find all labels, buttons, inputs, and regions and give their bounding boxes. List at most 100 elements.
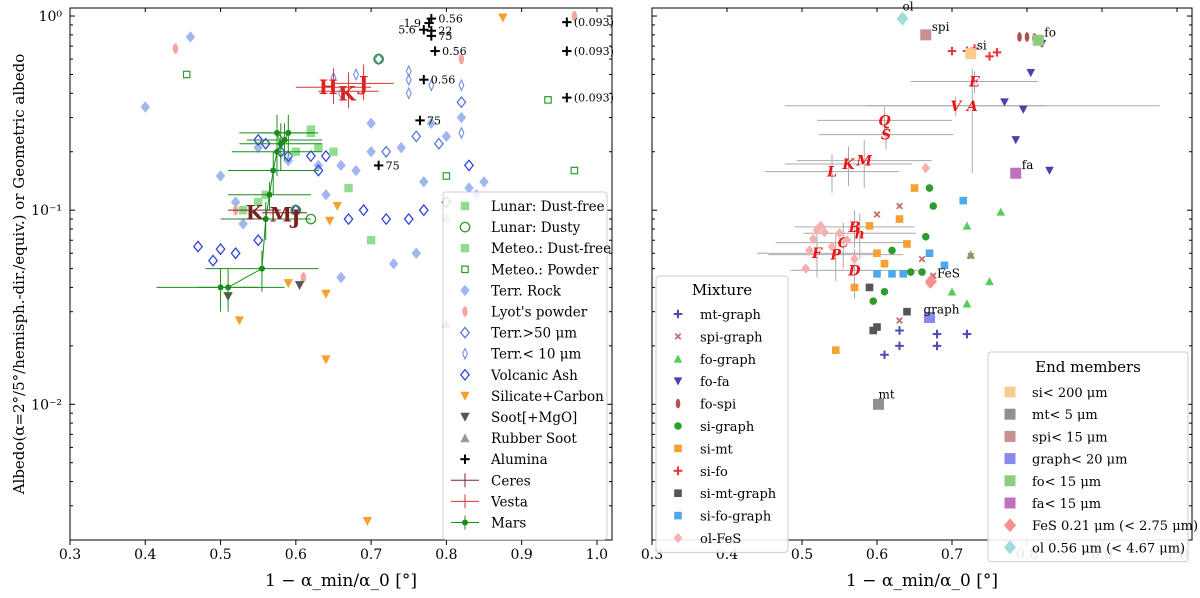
x-tick-label: 0.5 — [791, 547, 813, 563]
legend-item-e_fes: FeS 0.21 μm (< 2.75 μm) — [1004, 518, 1198, 534]
point-si_graph — [921, 232, 930, 241]
point-si_mt — [903, 240, 911, 248]
legend-item-e_si: si< 200 μm — [1004, 386, 1108, 401]
legend-label: mt-graph — [700, 308, 762, 323]
legend-marker — [1004, 497, 1016, 509]
point-lyot — [300, 272, 307, 283]
legend-marker — [462, 306, 468, 317]
point-silcarb — [321, 289, 331, 299]
x-axis-label: 1 − α_min/α_0 [°] — [846, 571, 998, 591]
point-alumina — [562, 46, 572, 56]
alumina-label: 5.6 — [398, 24, 416, 37]
point-terr_rock — [230, 196, 241, 208]
point-alumina — [430, 46, 440, 56]
point-e_fa — [1010, 167, 1022, 179]
mars-point — [262, 216, 269, 223]
legend-item-vesta: Vesta — [451, 494, 528, 510]
legend-item-volcanic: Volcanic Ash — [459, 368, 578, 384]
legend-label: Lunar: Dusty — [491, 220, 581, 236]
end-member-label: fa — [1022, 158, 1034, 172]
point-terr_rock — [336, 159, 346, 172]
legend-marker — [1004, 453, 1016, 465]
legend-item-terr50: Terr.>50 μm — [459, 326, 577, 342]
legend-item-fo_graph: fo-graph — [673, 353, 757, 368]
point-alumina — [415, 115, 425, 126]
point-meteo_powder — [442, 172, 451, 180]
legend-marker — [673, 532, 683, 544]
point-volcanic — [283, 149, 294, 163]
point-ol_fes — [827, 241, 837, 252]
alumina-label: 22 — [438, 25, 452, 38]
point-alumina — [373, 160, 384, 171]
asteroid-letter: M — [856, 154, 873, 170]
legend-marker — [674, 332, 682, 340]
legend-marker — [673, 377, 683, 386]
legend-marker — [460, 454, 470, 464]
legend-marker — [460, 201, 470, 211]
legend-marker — [674, 489, 682, 497]
legend-title: End members — [1035, 358, 1141, 376]
x-b — [896, 202, 903, 210]
legend-label: graph< 20 μm — [1032, 453, 1127, 468]
point-mt_graph — [895, 341, 904, 351]
vesta-letter: J — [357, 71, 368, 95]
point-fo_fa — [1018, 105, 1028, 114]
legend-label: FeS 0.21 μm (< 2.75 μm) — [1032, 519, 1198, 534]
point-si_mt — [865, 222, 874, 230]
legend-item-alumina: Alumina — [460, 452, 548, 468]
legend-box — [442, 191, 608, 541]
point-terr_rock — [336, 271, 346, 284]
end-member-label: fo — [1044, 25, 1056, 39]
point-lunar_df — [344, 183, 353, 193]
asteroid-letter: B — [848, 220, 861, 236]
point-si_mt — [895, 215, 904, 223]
point-mt_graph — [880, 350, 889, 360]
point-volcanic — [253, 133, 264, 147]
mars-point — [225, 284, 232, 291]
legend-item-si_fo_graph: si-fo-graph — [674, 510, 772, 525]
point-terr10 — [405, 64, 412, 78]
legend-item-e_mt: mt< 5 μm — [1004, 408, 1098, 423]
x-tick-label: 0.3 — [59, 547, 81, 563]
point-si_graph — [869, 297, 878, 305]
point-si_mt — [850, 283, 859, 292]
point-mt_graph — [962, 329, 972, 339]
legend-marker — [459, 368, 471, 382]
x-b — [896, 317, 903, 324]
legend-marker — [1004, 408, 1016, 420]
legend-marker — [674, 422, 682, 430]
point-fo_graph — [996, 207, 1006, 216]
asteroid-letter: P — [829, 248, 841, 264]
legend-end-members: End members si< 200 μm mt< 5 μm spi< 15 μm g… — [987, 351, 1198, 563]
point-si_fo_graph — [940, 261, 949, 270]
legend-box — [655, 275, 789, 553]
legend-label: Meteo.: Powder — [491, 262, 599, 278]
legend-item-si_mt_graph: si-mt-graph — [674, 487, 777, 502]
x-tick-label: 0.4 — [134, 547, 156, 563]
point-e_fo — [1032, 34, 1044, 46]
point-terr_rock — [351, 164, 361, 177]
point-meteo_df — [329, 147, 338, 156]
legend-item-terr_rock: Terr. Rock — [460, 283, 562, 299]
y-tick-label: 10⁻² — [31, 397, 62, 413]
point-lunar_dusty — [373, 53, 384, 65]
point-volcanic — [253, 234, 264, 247]
point-terr50 — [433, 137, 444, 150]
point-fo_graph — [962, 299, 972, 308]
point-meteo_df — [306, 125, 316, 134]
alumina-label: (0.093) — [574, 16, 614, 29]
point-mt_graph — [932, 341, 942, 351]
point-terr_rock — [253, 141, 263, 154]
legend-marker — [460, 391, 470, 401]
legend-label: Soot[+MgO] — [491, 410, 577, 426]
x-b — [967, 252, 975, 260]
point-si_mt_graph — [865, 283, 874, 292]
point-lunar_df — [366, 236, 376, 245]
point-si_mt — [831, 346, 840, 354]
point-terr50 — [381, 145, 392, 158]
legend-marker — [459, 326, 471, 339]
legend-marker — [1004, 518, 1016, 533]
